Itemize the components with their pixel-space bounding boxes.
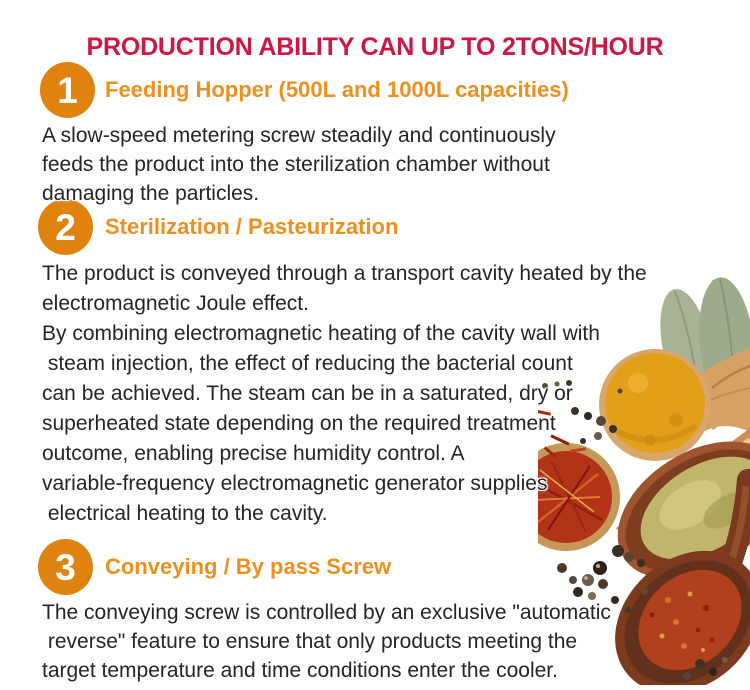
step-2-number: 2 bbox=[55, 206, 76, 248]
step-3-number: 3 bbox=[55, 546, 76, 588]
page-title: PRODUCTION ABILITY CAN UP TO 2TONS/HOUR bbox=[86, 32, 664, 61]
step-2-number-badge: 2 bbox=[38, 199, 93, 255]
step-1-number-badge: 1 bbox=[40, 62, 95, 118]
step-3-heading: Conveying / By pass Screw bbox=[105, 554, 392, 579]
step-2-description: The product is conveyed through a transp… bbox=[42, 262, 647, 525]
step-1-heading: Feeding Hopper (500L and 1000L capacitie… bbox=[105, 77, 569, 102]
step-3-number-badge: 3 bbox=[38, 539, 93, 595]
step-1-description: A slow-speed metering screw steadily and… bbox=[42, 124, 556, 205]
step-1-number: 1 bbox=[57, 69, 78, 111]
step-3-description: The conveying screw is controlled by an … bbox=[42, 601, 611, 682]
step-2-heading: Sterilization / Pasteurization bbox=[105, 214, 399, 239]
